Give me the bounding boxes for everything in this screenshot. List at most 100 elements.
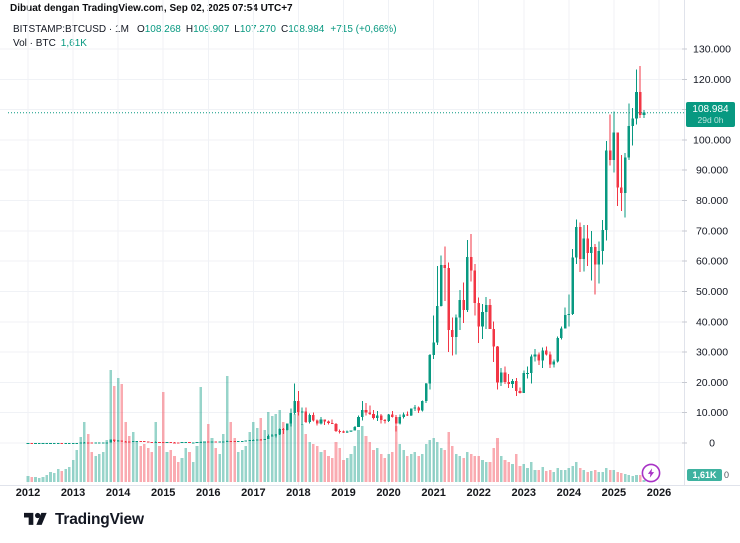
volume-bar xyxy=(428,440,432,482)
candle-body xyxy=(529,356,533,373)
candle-body xyxy=(203,441,206,443)
time-tick-label[interactable]: 2014 xyxy=(106,487,131,499)
price-tick-label[interactable]: 40.000 xyxy=(696,316,728,328)
volume-bar xyxy=(458,456,462,482)
time-tick-label[interactable]: 2012 xyxy=(16,487,40,499)
price-tick-label[interactable]: 100.000 xyxy=(693,134,731,146)
price-tick-label[interactable]: 10.000 xyxy=(696,407,728,419)
volume-bar xyxy=(263,430,266,482)
volume-bar xyxy=(244,446,248,482)
candle-body xyxy=(135,441,139,443)
candle-body xyxy=(184,442,188,444)
volume-bar xyxy=(26,476,30,482)
volume-bar xyxy=(406,456,409,482)
candle-body xyxy=(492,328,496,347)
volume-bar xyxy=(259,418,263,482)
candle-body xyxy=(308,414,311,422)
volume-bar xyxy=(413,452,417,482)
price-tick-label[interactable]: 30.000 xyxy=(696,347,728,359)
candle-body xyxy=(364,410,368,413)
volume-bar xyxy=(481,460,484,482)
price-tick-label[interactable]: 60.000 xyxy=(696,256,728,268)
lightning-event-icon[interactable] xyxy=(640,462,662,484)
price-tick-label[interactable]: 120.000 xyxy=(693,74,731,86)
volume-indicator-value: 1,61K xyxy=(60,37,87,49)
volume-bar xyxy=(608,470,612,482)
volume-bar xyxy=(173,456,176,482)
volume-bar xyxy=(319,452,323,482)
volume-bar xyxy=(575,462,578,482)
volume-bar xyxy=(199,387,203,482)
time-tick-label[interactable]: 2024 xyxy=(557,487,582,499)
candle-body xyxy=(120,440,124,442)
candle-body xyxy=(372,413,375,418)
candle-body xyxy=(143,441,146,443)
candle-body xyxy=(30,442,34,444)
price-tick-label[interactable]: 80.000 xyxy=(696,195,728,207)
low-label: L xyxy=(234,23,240,35)
time-tick-label[interactable]: 2026 xyxy=(647,487,671,499)
volume-bar xyxy=(154,422,157,482)
time-tick-label[interactable]: 2017 xyxy=(241,487,265,499)
candle-body xyxy=(131,441,135,443)
candle-body xyxy=(413,407,417,409)
time-tick-label[interactable]: 2025 xyxy=(602,487,626,499)
time-tick-label[interactable]: 2016 xyxy=(196,487,220,499)
volume-bar xyxy=(526,468,529,482)
price-tick-label[interactable]: 20.000 xyxy=(696,377,728,389)
volume-bar xyxy=(642,480,646,482)
candle-body xyxy=(533,354,537,357)
candle-body xyxy=(173,442,176,444)
volume-indicator-label[interactable]: Vol · BTC xyxy=(13,37,56,49)
time-tick-label[interactable]: 2015 xyxy=(151,487,175,499)
volume-bar xyxy=(507,462,511,482)
volume-bar xyxy=(252,422,255,482)
volume-bar xyxy=(492,448,496,482)
volume-bar xyxy=(98,454,101,482)
time-tick-label[interactable]: 2023 xyxy=(512,487,536,499)
close-value-group: C108.984 xyxy=(281,24,324,35)
time-tick-label[interactable]: 2013 xyxy=(61,487,85,499)
time-tick-label[interactable]: 2022 xyxy=(466,487,490,499)
candle-body xyxy=(124,441,127,443)
candle-body xyxy=(330,422,334,424)
price-tick-label[interactable]: 70.000 xyxy=(696,225,728,237)
price-tick-label[interactable]: 130.000 xyxy=(693,44,731,56)
time-tick-label[interactable]: 2021 xyxy=(421,487,445,499)
candle-body xyxy=(214,441,218,443)
candle-body xyxy=(289,412,293,424)
candle-body xyxy=(507,382,511,385)
candle-body xyxy=(199,441,203,443)
volume-bar xyxy=(349,454,353,482)
volume-bar xyxy=(312,444,315,482)
symbol-interval-label[interactable]: BITSTAMP:BTCUSD · 1M xyxy=(13,23,129,35)
volume-bar xyxy=(503,460,507,482)
price-tick-label[interactable]: 50.000 xyxy=(696,286,728,298)
volume-scale-zero-label: 0 xyxy=(724,470,730,480)
candle-body xyxy=(116,440,120,442)
tradingview-logo[interactable]: TradingView xyxy=(24,510,144,529)
volume-bar xyxy=(37,478,41,482)
candle-body xyxy=(518,390,522,393)
volume-bar xyxy=(206,424,210,482)
volume-bar xyxy=(424,444,428,482)
volume-bar xyxy=(601,472,604,482)
price-tick-label[interactable]: 90.000 xyxy=(696,165,728,177)
candle-body xyxy=(282,428,285,430)
time-tick-label[interactable]: 2018 xyxy=(286,487,310,499)
candle-body xyxy=(274,434,278,436)
volume-bar xyxy=(638,475,642,482)
candle-body xyxy=(139,441,142,443)
time-tick-label[interactable]: 2020 xyxy=(376,487,400,499)
candle-body xyxy=(616,132,619,188)
candle-body xyxy=(394,416,398,424)
time-tick-label[interactable]: 2019 xyxy=(331,487,355,499)
candle-body xyxy=(593,247,597,265)
candle-body xyxy=(590,247,593,254)
volume-bar xyxy=(360,426,364,482)
volume-bar xyxy=(533,470,537,482)
candle-body xyxy=(56,442,60,444)
price-tick-label[interactable]: 0 xyxy=(709,438,715,450)
